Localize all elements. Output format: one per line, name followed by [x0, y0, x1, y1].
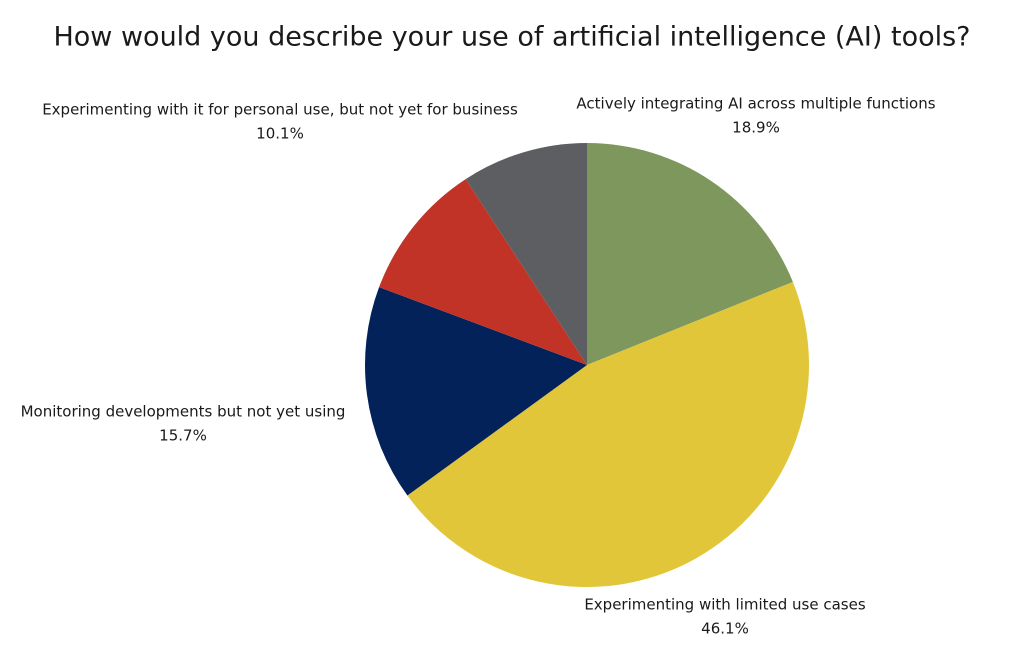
chart-title: How would you describe your use of artif…	[53, 22, 970, 53]
slice-label: Actively integrating AI across multiple …	[576, 95, 935, 113]
slice-label: Experimenting with limited use cases	[584, 596, 866, 614]
slice-value-label: 46.1%	[701, 620, 749, 638]
pie-slice	[379, 179, 587, 365]
pie-slice	[365, 287, 587, 496]
slice-value-label: 15.7%	[159, 427, 207, 445]
slice-value-label: 10.1%	[256, 125, 304, 143]
pie-slice	[465, 143, 587, 365]
slice-value-label: 18.9%	[732, 119, 780, 137]
slice-label: Experimenting with it for personal use, …	[42, 101, 518, 119]
pie-slice	[587, 143, 793, 365]
pie-slice	[407, 281, 809, 587]
slice-label: Monitoring developments but not yet usin…	[21, 403, 346, 421]
